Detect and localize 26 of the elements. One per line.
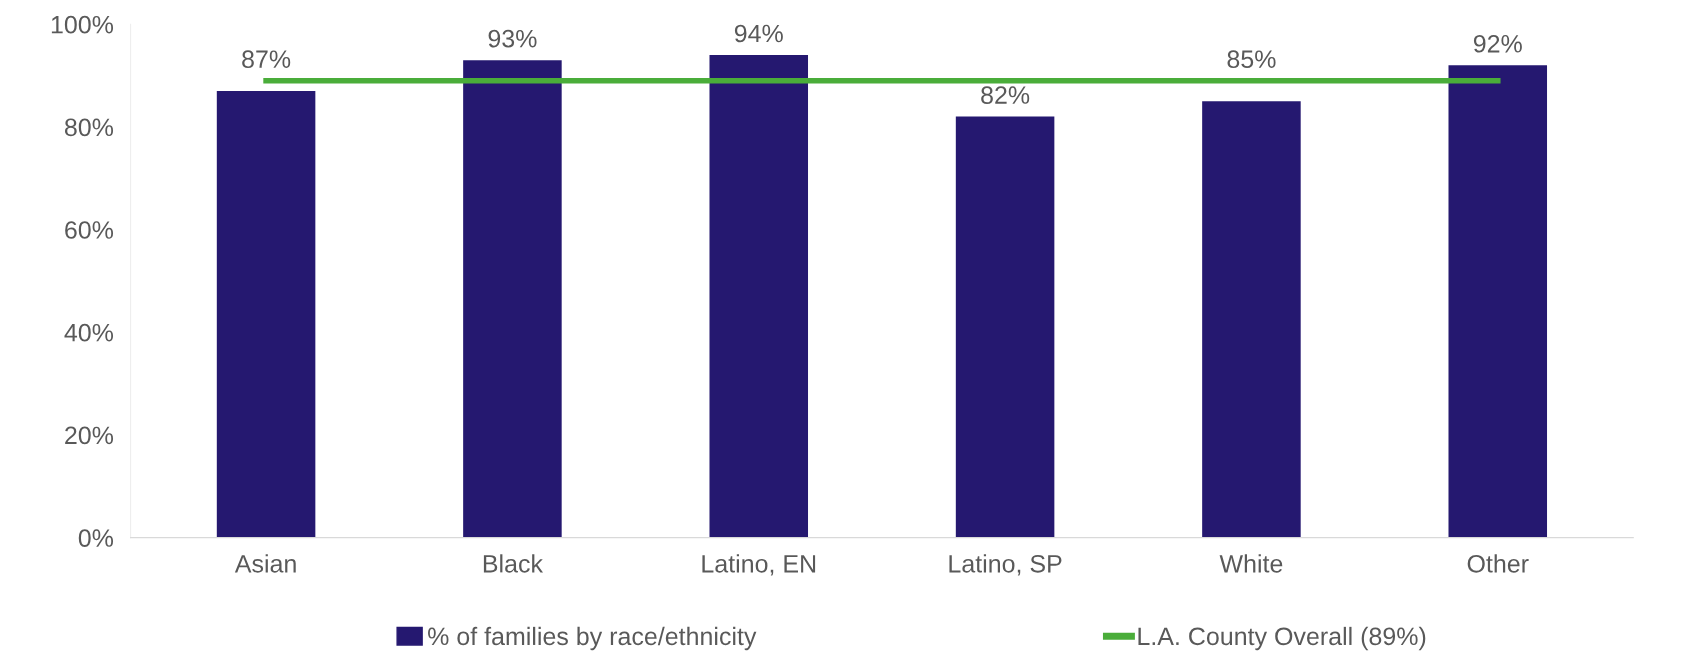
bar [1202,101,1301,538]
x-tick-label: Other [1467,554,1529,573]
data-label: 93% [488,29,537,48]
legend-label: L.A. County Overall (89%) [1138,626,1426,651]
y-tick-label: 20% [65,426,114,445]
y-tick-label: 60% [65,221,114,239]
bar [216,90,316,538]
legend-label: % of families by race/ethnicity [428,626,757,651]
bar [463,60,562,538]
x-tick-label: Black [483,554,544,573]
bar [955,116,1055,538]
data-label: 87% [242,50,291,69]
y-tick-label: 80% [64,118,114,137]
data-label: 94% [734,24,783,43]
x-tick-label: Latino, SP [949,554,1062,576]
x-tick-label: White [1219,554,1283,573]
data-label: 85% [1227,50,1276,69]
x-tick-label: Latino, EN [702,554,816,576]
x-tick-label: Asian [234,554,296,573]
y-tick-label: 40% [64,323,114,342]
bar [1448,65,1548,538]
bar [709,55,809,538]
y-tick-label: 100% [51,15,114,34]
data-label: 82% [981,86,1030,104]
y-tick-label: 0% [78,529,114,547]
data-label: 92% [1473,34,1522,53]
